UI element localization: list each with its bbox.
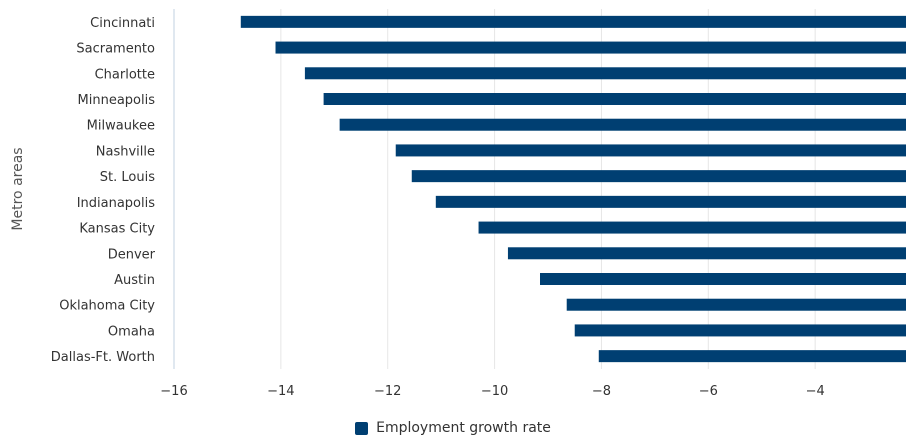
category-label: Minneapolis bbox=[78, 93, 156, 108]
bar[interactable] bbox=[574, 324, 906, 337]
category-label: Indianapolis bbox=[77, 196, 156, 211]
bar[interactable] bbox=[323, 93, 906, 105]
category-label: Austin bbox=[114, 273, 155, 288]
x-tick-label: −14 bbox=[267, 384, 294, 399]
bar[interactable] bbox=[395, 144, 906, 157]
legend-swatch bbox=[355, 421, 369, 435]
x-tick-label: −10 bbox=[481, 384, 508, 399]
bar[interactable] bbox=[540, 273, 906, 285]
y-axis-title: Metro areas bbox=[10, 147, 26, 230]
legend-label: Employment growth rate bbox=[376, 420, 551, 436]
x-tick-label: −16 bbox=[160, 384, 187, 399]
category-label: Oklahoma City bbox=[59, 299, 155, 314]
bar[interactable] bbox=[507, 247, 906, 260]
bars bbox=[240, 15, 906, 363]
category-label: Omaha bbox=[108, 324, 155, 339]
gridlines bbox=[173, 9, 816, 369]
category-labels: Cincinnati Sacramento Charlotte Minneapolis… bbox=[51, 16, 156, 365]
x-tick-label: −8 bbox=[592, 384, 611, 399]
bar[interactable] bbox=[411, 170, 906, 183]
category-label: Cincinnati bbox=[90, 16, 155, 31]
x-tick-label: −6 bbox=[699, 384, 718, 399]
category-label: Sacramento bbox=[76, 42, 155, 57]
bar[interactable] bbox=[339, 118, 906, 131]
category-label: Milwaukee bbox=[87, 119, 155, 134]
bar[interactable] bbox=[566, 298, 906, 311]
category-label: Nashville bbox=[96, 144, 155, 159]
legend[interactable]: Employment growth rate bbox=[0, 420, 906, 436]
bar[interactable] bbox=[435, 195, 906, 208]
category-label: Kansas City bbox=[79, 222, 155, 237]
bar[interactable] bbox=[240, 15, 906, 28]
category-label: St. Louis bbox=[100, 170, 155, 185]
category-label: Charlotte bbox=[95, 67, 155, 82]
bar[interactable] bbox=[304, 67, 906, 80]
bar[interactable] bbox=[478, 221, 906, 234]
category-label: Dallas-Ft. Worth bbox=[51, 350, 155, 365]
category-label: Denver bbox=[108, 247, 156, 262]
x-tick-label: −4 bbox=[806, 384, 825, 399]
x-tick-label: −12 bbox=[374, 384, 401, 399]
bar[interactable] bbox=[275, 41, 906, 54]
bar[interactable] bbox=[598, 350, 906, 363]
x-axis-tick-labels: −16 −14 −12 −10 −8 −6 −4 bbox=[160, 384, 824, 399]
